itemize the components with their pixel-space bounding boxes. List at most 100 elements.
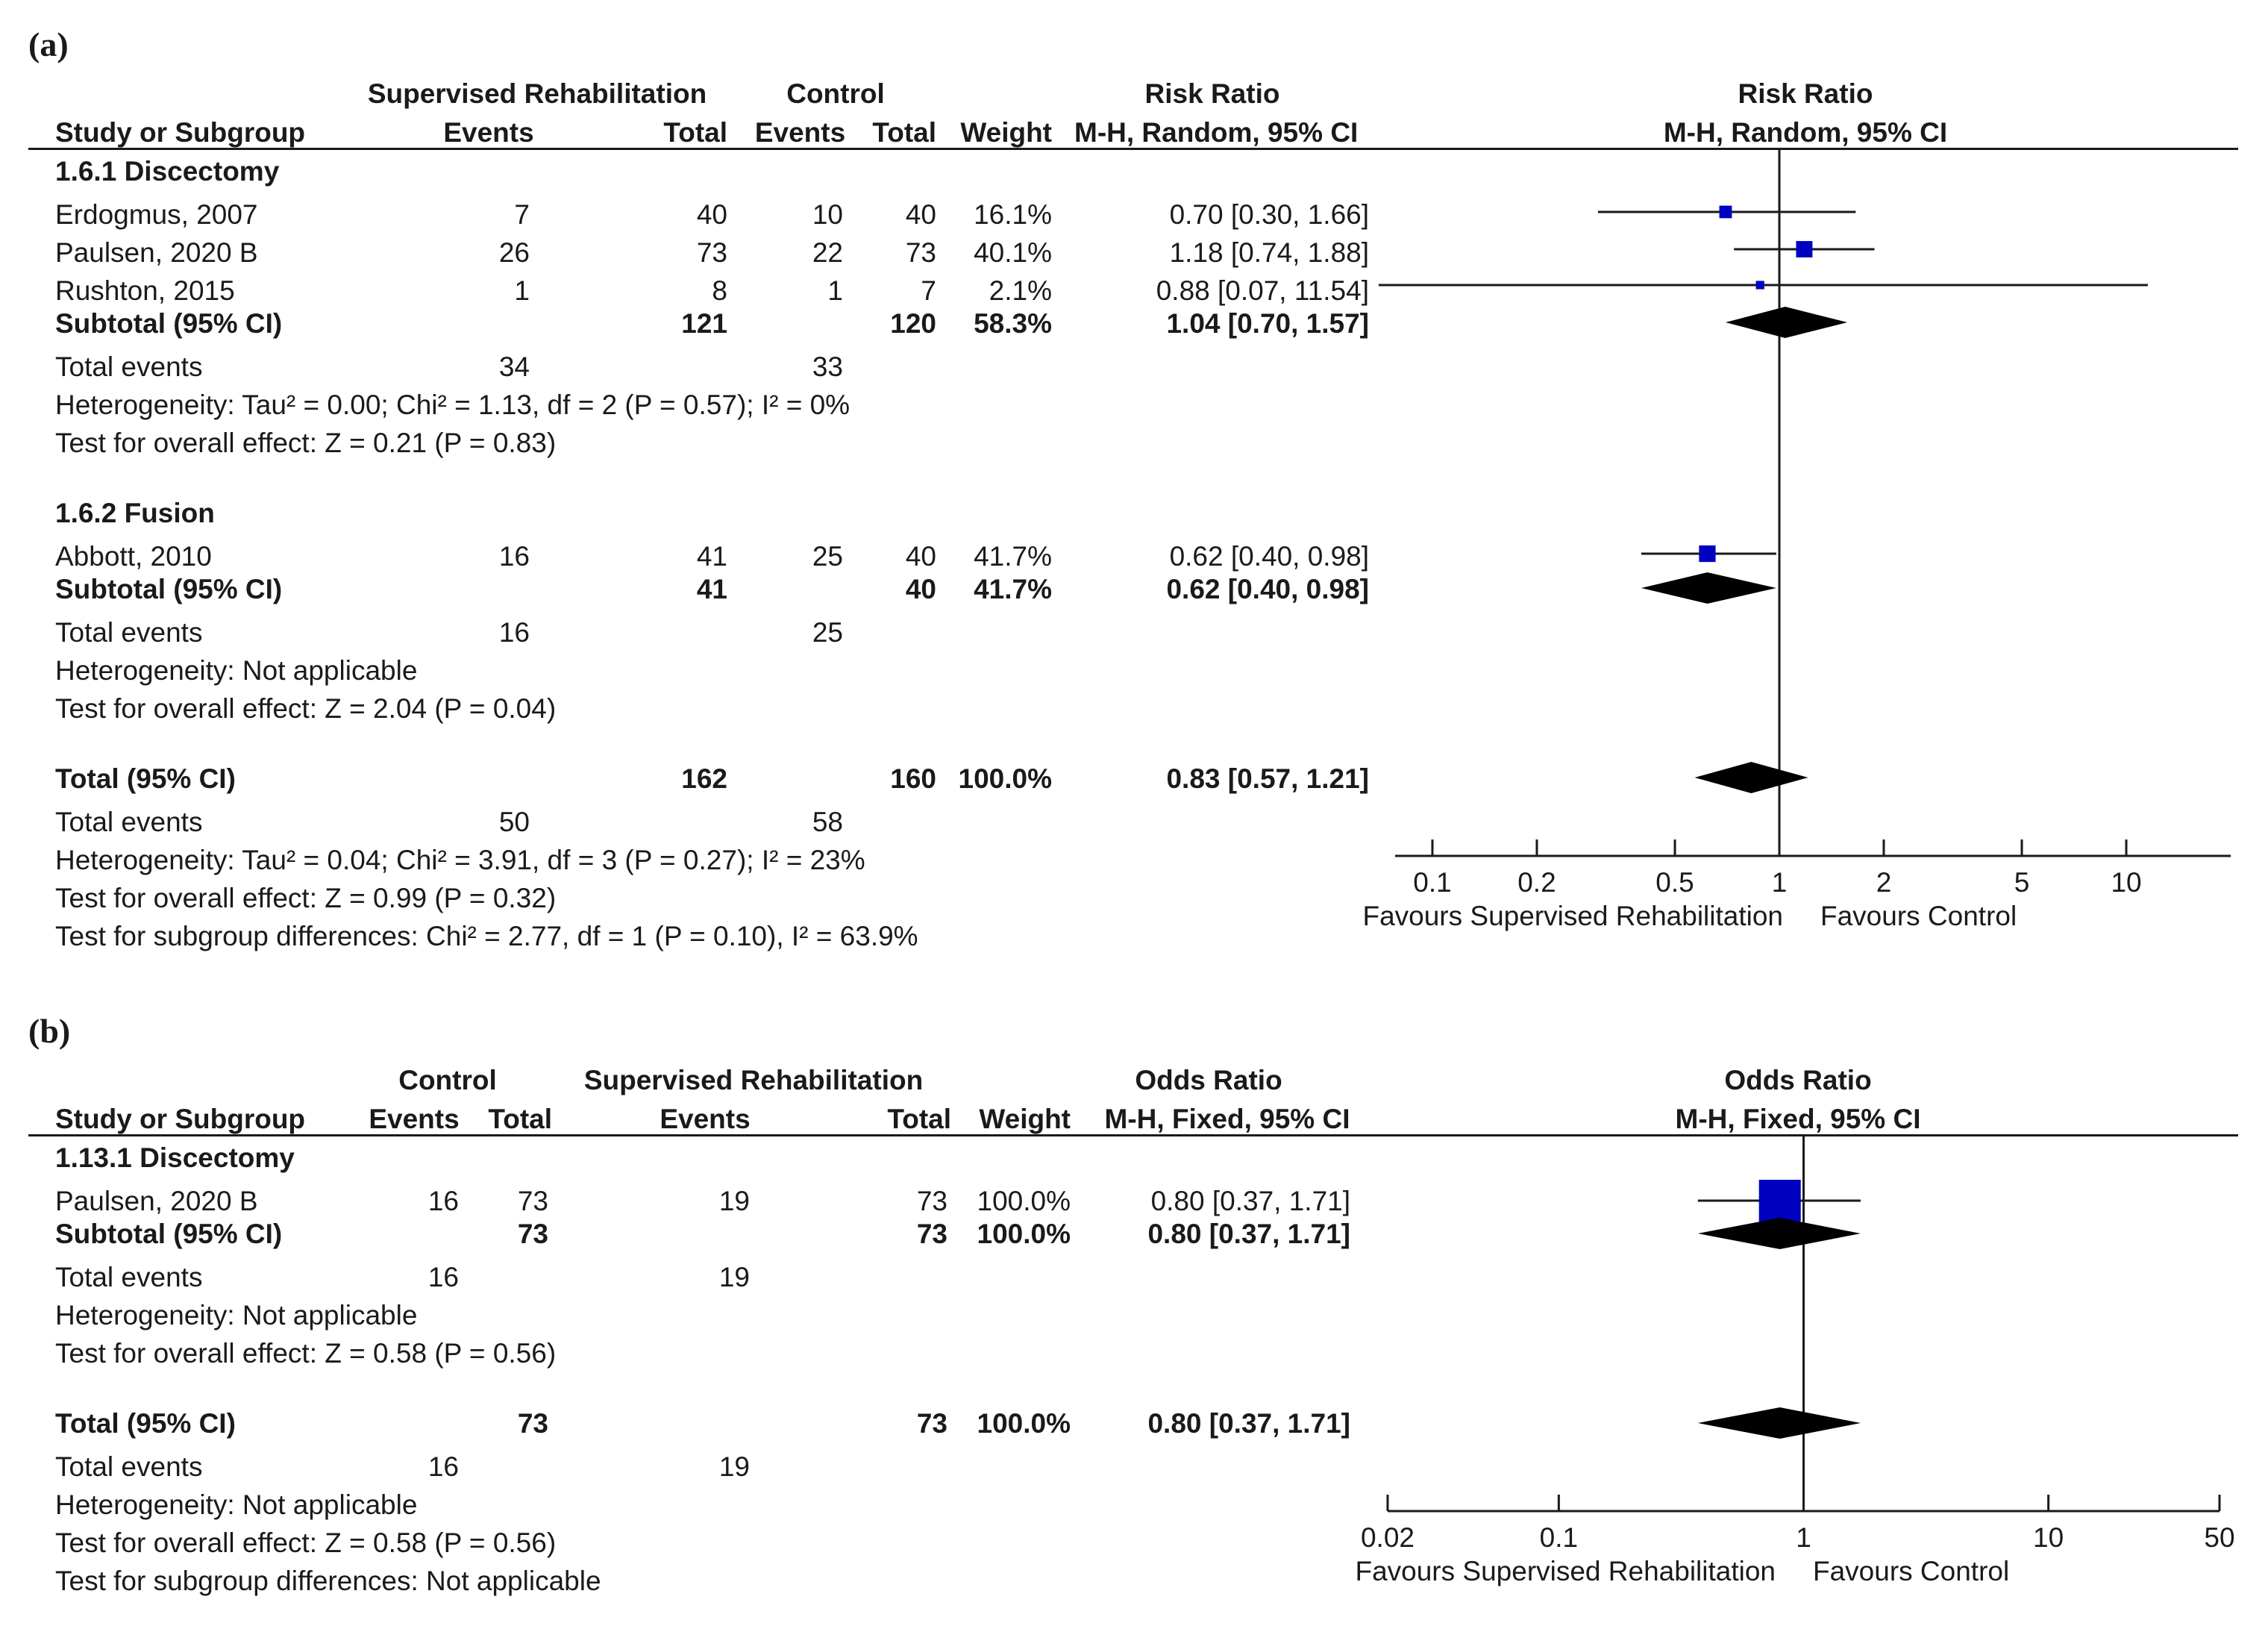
total-events-1: 16 (498, 617, 530, 648)
subtotal-total2: 73 (916, 1219, 947, 1249)
subtotal-total2: 120 (890, 308, 936, 339)
events1-value: 26 (498, 237, 530, 268)
total2-value: 73 (916, 1186, 947, 1216)
events2-value: 10 (812, 199, 843, 230)
total1-value: 73 (517, 1186, 548, 1216)
events2-value: 1 (827, 275, 843, 306)
effect-title: Odds Ratio (1135, 1065, 1282, 1095)
group2-header: Supervised Rehabilitation (583, 1065, 924, 1095)
x-tick-label: 0.1 (1540, 1522, 1578, 1553)
point-estimate-square (1719, 205, 1732, 219)
heterogeneity-text: Heterogeneity: Not applicable (55, 1489, 418, 1520)
subtotal-ci: 1.04 [0.70, 1.57] (1166, 308, 1369, 339)
total1-header: Total (663, 117, 727, 148)
favours-left-label: Favours Supervised Rehabilitation (1355, 1556, 1776, 1586)
favours-right-label: Favours Control (1820, 901, 2017, 931)
total-events-1: 34 (498, 351, 530, 382)
weight-value: 41.7% (974, 541, 1052, 572)
group1-header: Supervised Rehabilitation (367, 78, 707, 109)
effect-ci: 0.80 [0.37, 1.71] (1150, 1186, 1350, 1216)
effect-method: M-H, Random, 95% CI (1074, 117, 1359, 148)
subtotal-weight: 100.0% (977, 1219, 1071, 1249)
effect-ci: 0.88 [0.07, 11.54] (1156, 275, 1369, 306)
study-name: Rushton, 2015 (55, 275, 235, 306)
total-label: Total (95% CI) (55, 1408, 236, 1439)
total-weight: 100.0% (958, 763, 1053, 794)
total2-value: 7 (921, 275, 936, 306)
total-events-label: Total events (55, 807, 203, 837)
events2-header: Events (660, 1104, 751, 1134)
overall-effect-text: Test for overall effect: Z = 0.99 (P = 0… (55, 883, 557, 913)
total2-header: Total (872, 117, 936, 148)
total-events-2: 19 (718, 1262, 750, 1292)
weight-header: Weight (979, 1104, 1071, 1134)
x-tick-label: 0.1 (1413, 867, 1451, 898)
point-estimate-square (1755, 281, 1764, 290)
total-total1: 162 (681, 763, 727, 794)
x-tick-label: 50 (2204, 1522, 2234, 1553)
study-name: Erdogmus, 2007 (55, 199, 258, 230)
total-events-label: Total events (55, 1451, 203, 1482)
x-tick-label: 1 (1796, 1522, 1811, 1553)
total-total2: 160 (890, 763, 936, 794)
pooled-diamond (1697, 1218, 1861, 1249)
overall-effect-text: Test for overall effect: Z = 0.58 (P = 0… (55, 1338, 557, 1369)
effect-ci: 0.62 [0.40, 0.98] (1169, 541, 1369, 572)
weight-value: 16.1% (974, 199, 1052, 230)
x-tick-label: 10 (2033, 1522, 2064, 1553)
panel-label: (b) (28, 1012, 71, 1050)
study-name: Paulsen, 2020 B (55, 237, 258, 268)
x-tick-label: 10 (2111, 867, 2141, 898)
forest-plot-a: 0.1 0.2 0.5 1 2 5 10 Favours Supervised Rehabil… (1362, 149, 2231, 931)
favours-left-label: Favours Supervised Rehabilitation (1362, 901, 1783, 931)
events2-header: Events (754, 117, 846, 148)
total2-value: 73 (905, 237, 936, 268)
total-events-2: 58 (812, 807, 843, 837)
subtotal-weight: 58.3% (974, 308, 1052, 339)
subgroup-heading: 1.13.1 Discectomy (55, 1142, 295, 1173)
point-estimate-square (1699, 545, 1716, 563)
total-events-1: 50 (498, 807, 530, 837)
total-events-label: Total events (55, 1262, 203, 1292)
events1-header: Events (443, 117, 534, 148)
subtotal-weight: 41.7% (974, 574, 1052, 604)
subtotal-label: Subtotal (95% CI) (55, 308, 283, 339)
total2-value: 40 (905, 199, 936, 230)
total-events-1: 16 (427, 1262, 459, 1292)
group2-header: Control (786, 78, 885, 109)
subtotal-total1: 73 (517, 1219, 548, 1249)
subgroup-test-text: Test for subgroup differences: Not appli… (55, 1566, 601, 1596)
study-header: Study or Subgroup (55, 117, 306, 148)
forest-plot-b: 0.02 0.1 1 10 50 Favours Supervised Rehabilit… (1355, 1136, 2235, 1586)
study-name: Abbott, 2010 (55, 541, 212, 572)
weight-value: 100.0% (977, 1186, 1071, 1216)
total1-value: 40 (696, 199, 727, 230)
heterogeneity-text: Heterogeneity: Tau² = 0.04; Chi² = 3.91,… (55, 845, 865, 875)
total1-value: 8 (712, 275, 727, 306)
weight-header: Weight (960, 117, 1052, 148)
pooled-diamond (1641, 572, 1776, 604)
subtotal-ci: 0.80 [0.37, 1.71] (1147, 1219, 1350, 1249)
events1-value: 1 (514, 275, 530, 306)
total-weight: 100.0% (977, 1408, 1071, 1439)
pooled-diamond (1725, 307, 1848, 338)
plot-title: Odds Ratio (1724, 1065, 1872, 1095)
heterogeneity-text: Heterogeneity: Not applicable (55, 1300, 418, 1330)
events2-value: 25 (812, 541, 843, 572)
total-events-2: 33 (812, 351, 843, 382)
pooled-diamond (1694, 762, 1808, 793)
subtotal-ci: 0.62 [0.40, 0.98] (1166, 574, 1369, 604)
total-events-2: 25 (812, 617, 843, 648)
point-estimate-square (1796, 241, 1813, 257)
panel-label: (a) (28, 25, 69, 63)
plot-method: M-H, Random, 95% CI (1663, 117, 1948, 148)
study-name: Paulsen, 2020 B (55, 1186, 258, 1216)
effect-method: M-H, Fixed, 95% CI (1104, 1104, 1350, 1134)
group1-header: Control (398, 1065, 497, 1095)
total2-header: Total (887, 1104, 951, 1134)
total-events-2: 19 (718, 1451, 750, 1482)
x-tick-label: 0.02 (1361, 1522, 1415, 1553)
total1-value: 73 (696, 237, 727, 268)
overall-effect-text: Test for overall effect: Z = 2.04 (P = 0… (55, 693, 557, 724)
x-tick-label: 0.5 (1655, 867, 1694, 898)
